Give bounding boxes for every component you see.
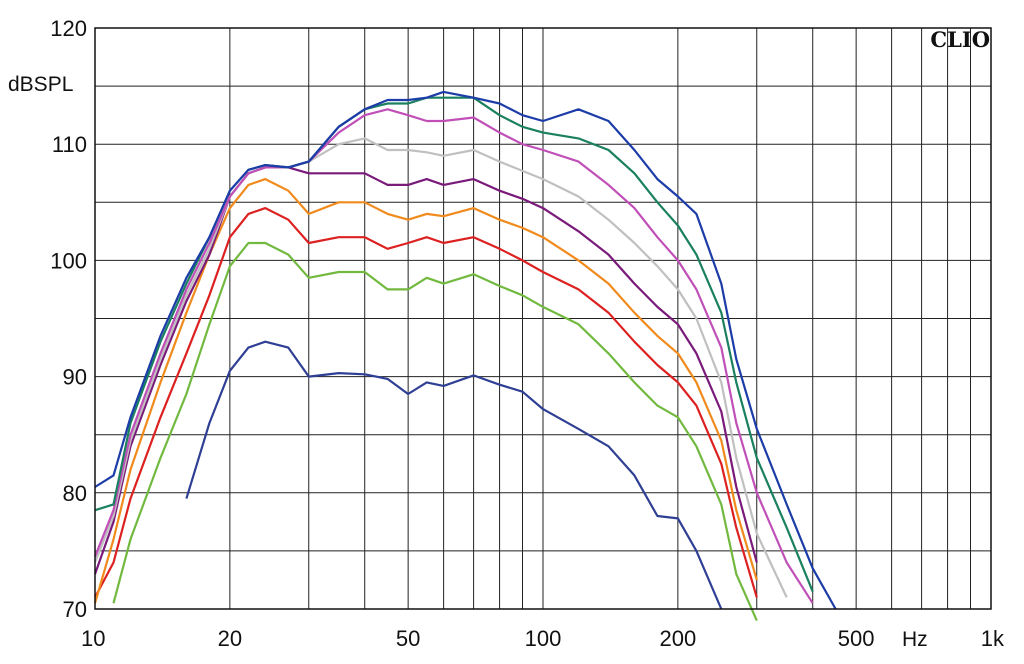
x-tick-label: 1k — [981, 626, 1005, 651]
x-tick-label: 10 — [81, 626, 105, 651]
y-tick-label: 120 — [50, 16, 87, 41]
x-tick-label: 20 — [218, 626, 242, 651]
x-tick-label: 500 — [838, 626, 875, 651]
series-line-6 — [93, 137, 788, 598]
y-tick-label: 100 — [50, 248, 87, 273]
series-line-5 — [93, 166, 758, 575]
series-line-3 — [94, 207, 758, 598]
series-line-9 — [94, 90, 837, 610]
y-tick-label: 80 — [63, 481, 87, 506]
y-tick-label: 90 — [63, 365, 87, 390]
x-tick-label: 100 — [525, 626, 562, 651]
series-line-4 — [93, 178, 758, 604]
x-axis-tick-labels: 10 20 50 100 200 500 1k — [81, 626, 1005, 651]
y-tick-label: 110 — [52, 132, 87, 157]
plot-frame — [94, 27, 992, 610]
x-axis-unit-label: Hz — [902, 628, 928, 651]
x-tick-label: 50 — [396, 626, 420, 651]
x-tick-label: 200 — [660, 626, 697, 651]
y-axis-label: dBSPL — [8, 73, 73, 96]
y-tick-label: 70 — [63, 597, 87, 622]
chart-series-layer — [93, 90, 837, 622]
series-line-2 — [112, 241, 758, 622]
series-line-1 — [185, 340, 723, 610]
chart-grid — [95, 28, 991, 609]
series-line-7 — [93, 108, 814, 604]
clio-logo: CLIO — [930, 27, 990, 52]
y-axis-tick-labels: 70 80 90 100 110 120 — [50, 16, 87, 622]
